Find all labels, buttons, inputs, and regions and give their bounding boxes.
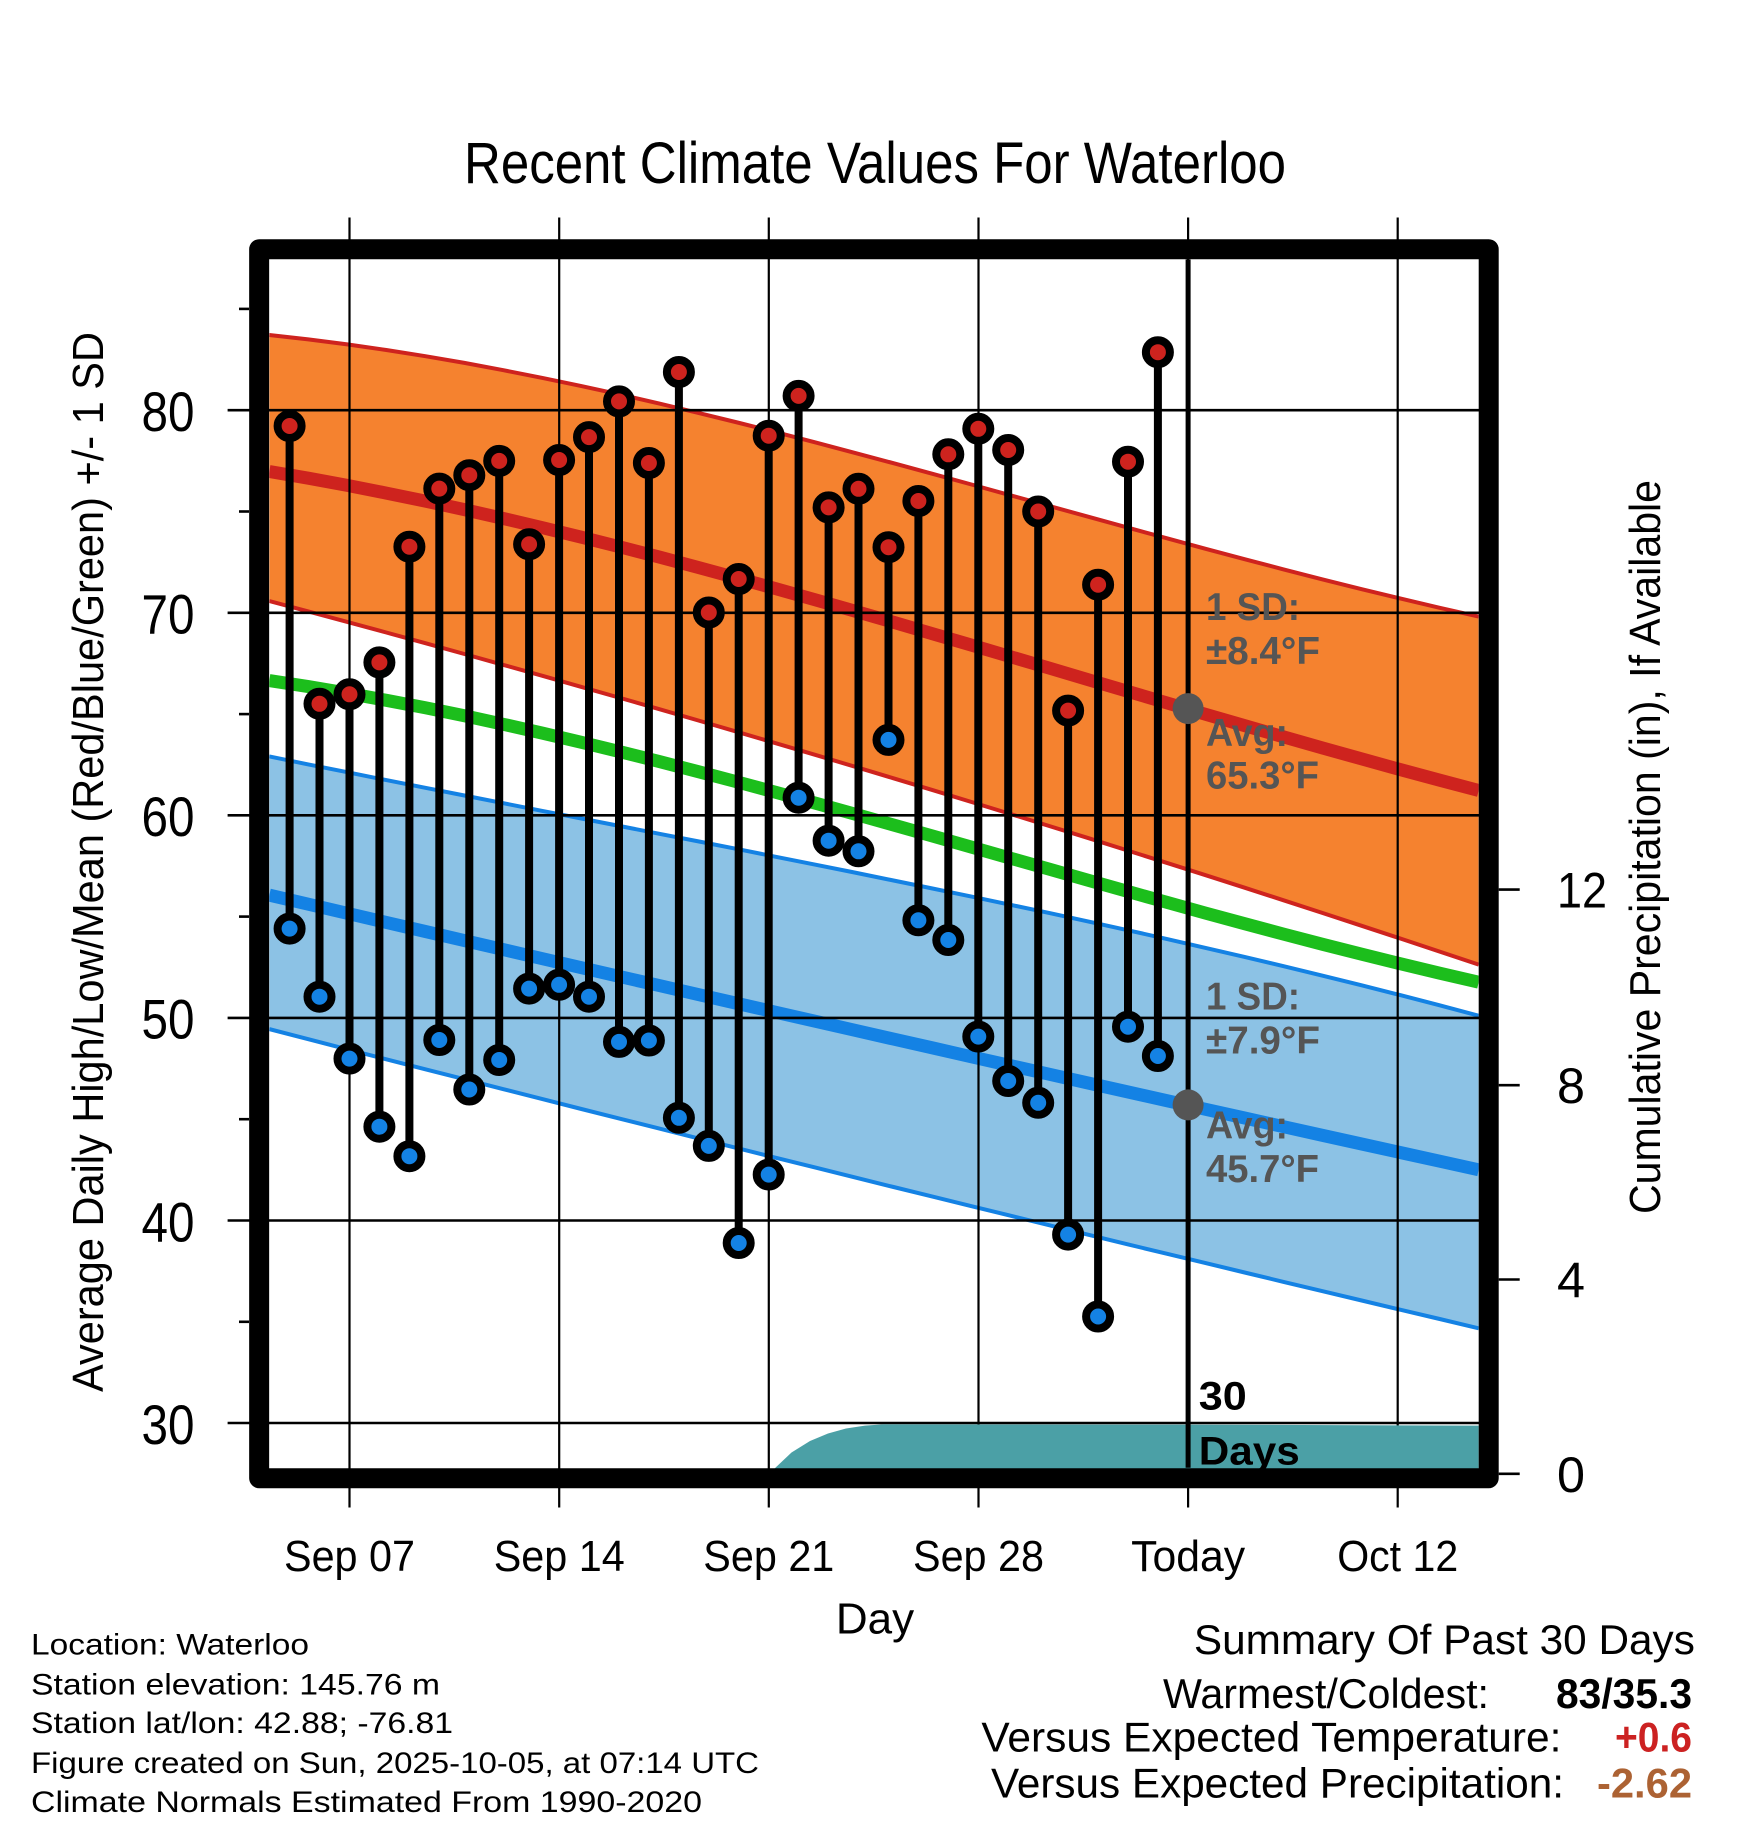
svg-text:30: 30 — [142, 1393, 195, 1456]
svg-text:Oct 12: Oct 12 — [1337, 1532, 1458, 1581]
svg-text:12: 12 — [1557, 863, 1607, 919]
svg-text:Sep 21: Sep 21 — [703, 1532, 834, 1581]
svg-text:Sep 14: Sep 14 — [494, 1532, 625, 1581]
svg-text:Sep 07: Sep 07 — [284, 1532, 415, 1581]
svg-text:60: 60 — [142, 785, 195, 848]
svg-text:Figure created on Sun, 2025-10: Figure created on Sun, 2025-10-05, at 07… — [31, 1747, 759, 1780]
svg-text:±7.9°F: ±7.9°F — [1206, 1019, 1320, 1062]
svg-text:+0.6: +0.6 — [1615, 1714, 1692, 1761]
svg-text:Summary Of Past 30 Days: Summary Of Past 30 Days — [1194, 1616, 1695, 1663]
svg-text:Cumulative Precipitation (in),: Cumulative Precipitation (in), If Availa… — [1621, 480, 1670, 1214]
svg-text:Sep 28: Sep 28 — [913, 1532, 1044, 1581]
svg-text:65.3°F: 65.3°F — [1206, 754, 1319, 797]
svg-text:Avg:: Avg: — [1206, 712, 1288, 755]
svg-text:Station lat/lon: 42.88; -76.81: Station lat/lon: 42.88; -76.81 — [31, 1707, 453, 1740]
svg-text:1 SD:: 1 SD: — [1206, 976, 1300, 1019]
svg-text:83/35.3: 83/35.3 — [1556, 1670, 1692, 1717]
svg-text:Days: Days — [1199, 1430, 1300, 1474]
svg-text:0: 0 — [1557, 1447, 1585, 1503]
svg-text:80: 80 — [142, 380, 195, 443]
svg-text:Versus Expected Precipitation:: Versus Expected Precipitation: — [991, 1760, 1564, 1807]
svg-text:Avg:: Avg: — [1206, 1105, 1288, 1148]
svg-text:70: 70 — [142, 583, 195, 646]
svg-text:1 SD:: 1 SD: — [1206, 586, 1300, 629]
svg-text:Average Daily High/Low/Mean (R: Average Daily High/Low/Mean (Red/Blue/Gr… — [64, 332, 113, 1392]
svg-text:Day: Day — [836, 1594, 914, 1643]
svg-text:40: 40 — [142, 1190, 195, 1253]
svg-text:Versus Expected Temperature:: Versus Expected Temperature: — [981, 1714, 1561, 1761]
svg-text:Climate Normals Estimated From: Climate Normals Estimated From 1990-2020 — [31, 1786, 702, 1819]
svg-text:-2.62: -2.62 — [1597, 1760, 1692, 1807]
svg-text:Warmest/Coldest:: Warmest/Coldest: — [1163, 1670, 1489, 1717]
svg-text:30: 30 — [1199, 1375, 1247, 1419]
svg-text:50: 50 — [142, 988, 195, 1051]
svg-text:4: 4 — [1557, 1253, 1585, 1309]
svg-text:Today: Today — [1131, 1532, 1245, 1581]
svg-text:Location: Waterloo: Location: Waterloo — [31, 1629, 309, 1662]
svg-text:45.7°F: 45.7°F — [1206, 1148, 1319, 1191]
svg-text:±8.4°F: ±8.4°F — [1206, 630, 1320, 673]
svg-text:Recent Climate Values For Wate: Recent Climate Values For Waterloo — [464, 131, 1286, 196]
svg-text:Station elevation: 145.76 m: Station elevation: 145.76 m — [31, 1668, 440, 1701]
svg-text:8: 8 — [1557, 1058, 1585, 1114]
